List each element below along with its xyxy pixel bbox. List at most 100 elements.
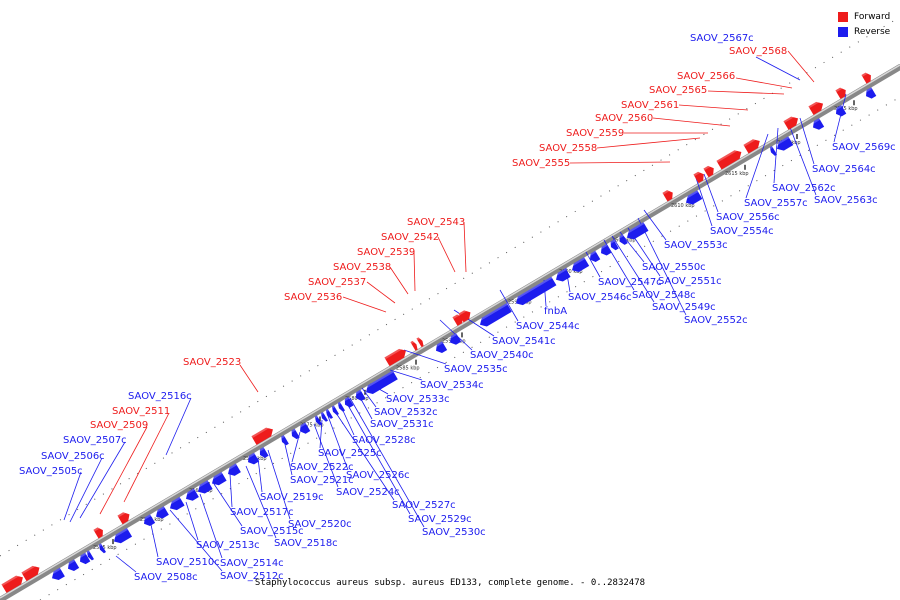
forward-label-saov-2566[interactable]: SAOV_2566: [677, 71, 735, 82]
reverse-gene-24[interactable]: [353, 389, 366, 403]
reverse-label-saov-2524c[interactable]: SAOV_2524c: [336, 487, 400, 498]
forward-label-saov-2565[interactable]: SAOV_2565: [649, 85, 707, 96]
reverse-label-saov-2540c[interactable]: SAOV_2540c: [470, 350, 534, 361]
reverse-label-saov-2535c[interactable]: SAOV_2535c: [444, 364, 508, 375]
forward-gene-4[interactable]: [251, 425, 275, 445]
forward-gene-12[interactable]: [703, 164, 716, 178]
forward-label-saov-2558[interactable]: SAOV_2558: [539, 143, 597, 154]
reverse-label-saov-2563c[interactable]: SAOV_2563c: [814, 195, 878, 206]
forward-label-saov-2511[interactable]: SAOV_2511: [112, 406, 170, 417]
reverse-label-saov-2552c[interactable]: SAOV_2552c: [684, 315, 748, 326]
reverse-label-saov-2549c[interactable]: SAOV_2549c: [652, 302, 716, 313]
forward-gene-1[interactable]: [21, 563, 42, 582]
forward-label-saov-2568[interactable]: SAOV_2568: [729, 46, 787, 57]
reverse-gene-11[interactable]: [209, 472, 227, 488]
reverse-label-saov-2546c[interactable]: SAOV_2546c: [568, 292, 632, 303]
forward-gene-7[interactable]: [416, 336, 425, 348]
forward-gene-16[interactable]: [808, 99, 825, 116]
reverse-gene-9[interactable]: [183, 488, 199, 503]
forward-gene-9[interactable]: [458, 308, 473, 323]
reverse-gene-4[interactable]: [97, 543, 106, 554]
reverse-label-saov-2517c[interactable]: SAOV_2517c: [230, 507, 294, 518]
forward-label-saov-2539[interactable]: SAOV_2539: [357, 247, 415, 258]
reverse-label-saov-2522c[interactable]: SAOV_2522c: [290, 462, 354, 473]
reverse-gene-29[interactable]: [513, 276, 557, 308]
forward-label-saov-2555[interactable]: SAOV_2555: [512, 158, 570, 169]
reverse-gene-7[interactable]: [153, 506, 169, 521]
reverse-gene-10[interactable]: [195, 480, 213, 496]
reverse-gene-8[interactable]: [167, 496, 185, 513]
forward-label-saov-2543[interactable]: SAOV_2543: [407, 217, 465, 228]
reverse-gene-22[interactable]: [336, 401, 345, 413]
forward-label-saov-2536[interactable]: SAOV_2536: [284, 292, 342, 303]
reverse-label-saov-2550c[interactable]: SAOV_2550c: [642, 262, 706, 273]
reverse-label-saov-2544c[interactable]: SAOV_2544c: [516, 321, 580, 332]
reverse-gene-32[interactable]: [587, 250, 601, 264]
forward-gene-10[interactable]: [662, 188, 675, 202]
reverse-gene-23[interactable]: [342, 396, 354, 409]
reverse-gene-40[interactable]: [810, 118, 825, 132]
reverse-label-saov-2521c[interactable]: SAOV_2521c: [290, 475, 354, 486]
reverse-gene-42[interactable]: [863, 87, 877, 100]
reverse-gene-31[interactable]: [569, 257, 590, 274]
reverse-label-saov-2557c[interactable]: SAOV_2557c: [744, 198, 808, 209]
reverse-label-saov-2530c[interactable]: SAOV_2530c: [422, 527, 486, 538]
reverse-gene-33[interactable]: [598, 244, 612, 257]
reverse-label-saov-2527c[interactable]: SAOV_2527c: [392, 500, 456, 511]
reverse-gene-30[interactable]: [553, 268, 571, 284]
reverse-label-saov-2510c[interactable]: SAOV_2510c: [156, 557, 220, 568]
forward-gene-11[interactable]: [693, 169, 706, 184]
forward-label-saov-2559[interactable]: SAOV_2559: [566, 128, 624, 139]
reverse-gene-27[interactable]: [447, 333, 462, 347]
forward-label-saov-2561[interactable]: SAOV_2561: [621, 100, 679, 111]
reverse-gene-16[interactable]: [289, 428, 300, 441]
reverse-label-saov-2525c[interactable]: SAOV_2525c: [318, 448, 382, 459]
reverse-label-saov-2519c[interactable]: SAOV_2519c: [260, 492, 324, 503]
forward-gene-3[interactable]: [117, 510, 132, 525]
forward-label-saov-2542[interactable]: SAOV_2542: [381, 232, 439, 243]
forward-label-saov-2538[interactable]: SAOV_2538: [333, 262, 391, 273]
forward-gene-6[interactable]: [410, 340, 419, 351]
reverse-label-saov-2547c[interactable]: SAOV_2547c: [598, 277, 662, 288]
reverse-gene-12[interactable]: [225, 463, 241, 479]
reverse-label-saov-2554c[interactable]: SAOV_2554c: [710, 226, 774, 237]
reverse-gene-39[interactable]: [774, 136, 794, 153]
forward-gene-2[interactable]: [93, 525, 105, 539]
reverse-gene-5[interactable]: [111, 528, 133, 546]
reverse-gene-3[interactable]: [85, 550, 94, 562]
forward-label-saov-2537[interactable]: SAOV_2537: [308, 277, 366, 288]
reverse-label-saov-2531c[interactable]: SAOV_2531c: [370, 419, 434, 430]
reverse-gene-15[interactable]: [279, 435, 289, 446]
reverse-gene-13[interactable]: [245, 452, 260, 467]
reverse-label-saov-2528c[interactable]: SAOV_2528c: [352, 435, 416, 446]
reverse-label-saov-2534c[interactable]: SAOV_2534c: [420, 380, 484, 391]
reverse-label-saov-2508c[interactable]: SAOV_2508c: [134, 572, 198, 583]
reverse-label-saov-2506c[interactable]: SAOV_2506c: [41, 451, 105, 462]
reverse-gene-36[interactable]: [624, 222, 649, 242]
reverse-label-saov-2507c[interactable]: SAOV_2507c: [63, 435, 127, 446]
reverse-gene-17[interactable]: [297, 422, 311, 435]
reverse-label-saov-2520c[interactable]: SAOV_2520c: [288, 519, 352, 530]
reverse-label-saov-2529c[interactable]: SAOV_2529c: [408, 514, 472, 525]
reverse-label-saov-2562c[interactable]: SAOV_2562c: [772, 183, 836, 194]
reverse-gene-35[interactable]: [617, 234, 628, 246]
reverse-label-saov-2553c[interactable]: SAOV_2553c: [664, 240, 728, 251]
reverse-gene-18[interactable]: [313, 415, 322, 427]
forward-gene-15[interactable]: [783, 114, 800, 130]
reverse-gene-21[interactable]: [330, 405, 339, 416]
reverse-gene-28[interactable]: [477, 303, 512, 329]
reverse-label-saov-2533c[interactable]: SAOV_2533c: [386, 394, 450, 405]
reverse-label-saov-2526c[interactable]: SAOV_2526c: [346, 470, 410, 481]
reverse-label-saov-2516c[interactable]: SAOV_2516c: [128, 391, 192, 402]
reverse-gene-37[interactable]: [683, 190, 703, 207]
forward-gene-5[interactable]: [384, 346, 408, 367]
reverse-label-saov-2512c[interactable]: SAOV_2512c: [220, 571, 284, 582]
reverse-gene-14[interactable]: [257, 447, 269, 459]
reverse-gene-20[interactable]: [324, 409, 333, 420]
reverse-label-saov-2532c[interactable]: SAOV_2532c: [374, 407, 438, 418]
forward-gene-18[interactable]: [861, 70, 873, 84]
reverse-label-saov-2569c[interactable]: SAOV_2569c: [832, 142, 896, 153]
reverse-gene-25[interactable]: [363, 370, 398, 397]
forward-label-saov-2560[interactable]: SAOV_2560: [595, 113, 653, 124]
forward-gene-17[interactable]: [835, 85, 848, 100]
